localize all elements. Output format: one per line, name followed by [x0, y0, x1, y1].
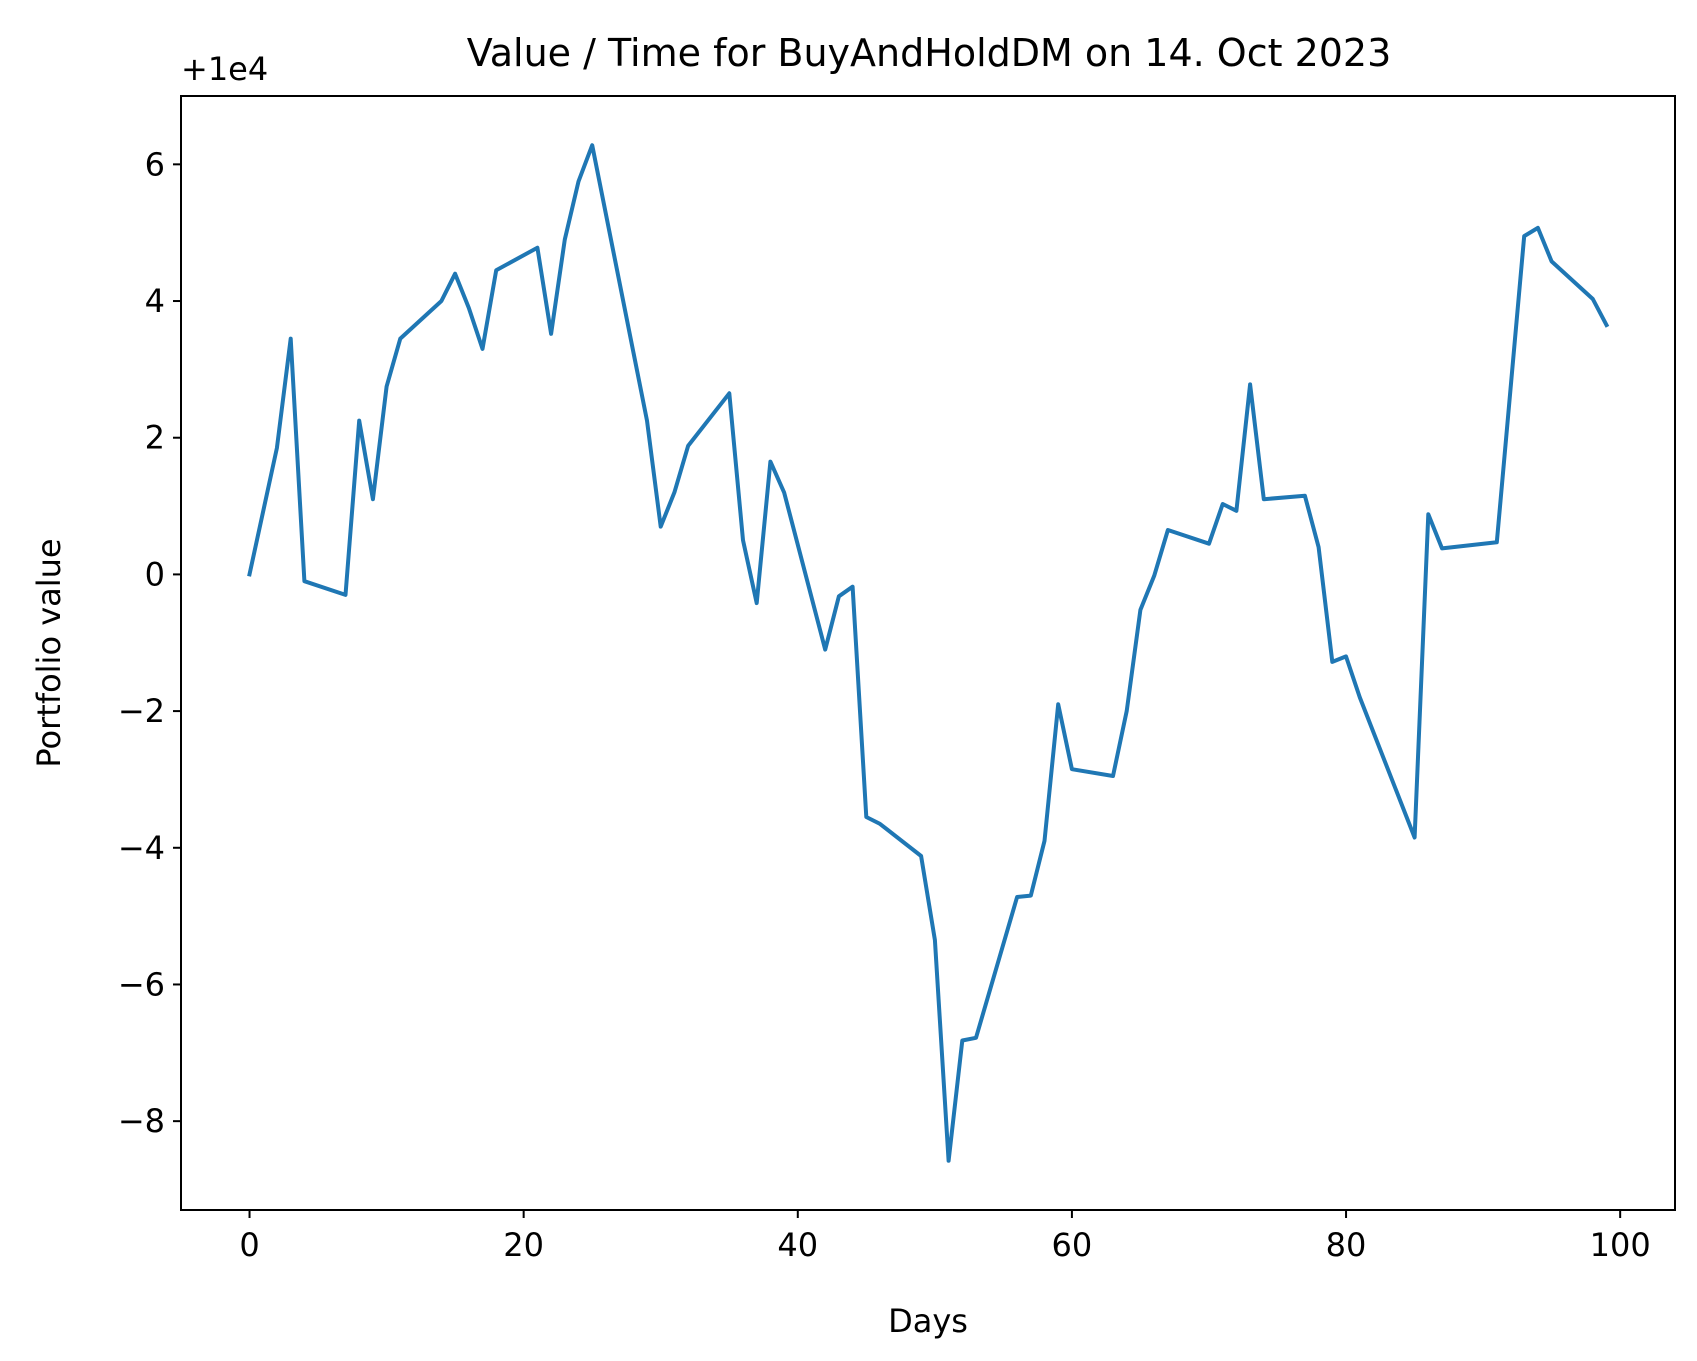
y-tick-label: 6: [145, 145, 165, 183]
x-tick-label: 40: [777, 1226, 818, 1264]
y-tick-label: 4: [145, 282, 165, 320]
y-axis-label: Portfolio value: [30, 538, 68, 767]
x-tick-label: 80: [1326, 1226, 1367, 1264]
y-tick-label: −4: [118, 829, 165, 867]
data-layer: [247, 143, 1610, 1163]
y-tick-label: −8: [118, 1102, 165, 1140]
x-axis: 0 20 40 60 80 100: [239, 1210, 1651, 1264]
y-offset-label: +1e4: [181, 50, 268, 88]
x-tick-label: 0: [239, 1226, 259, 1264]
x-tick-label: 60: [1052, 1226, 1093, 1264]
plot-frame: [180, 95, 1676, 1211]
x-tick-label: 100: [1590, 1226, 1651, 1264]
x-tick-label: 20: [503, 1226, 544, 1264]
y-tick-label: −2: [118, 692, 165, 730]
y-tick-label: −6: [118, 965, 165, 1003]
chart-title: Value / Time for BuyAndHoldDM on 14. Oct…: [467, 31, 1392, 75]
y-tick-label: 0: [145, 555, 165, 593]
x-axis-label: Days: [888, 1302, 968, 1340]
y-axis: −8 −6 −4 −2 0 2 4 6: [118, 145, 181, 1140]
y-tick-label: 2: [145, 419, 165, 457]
